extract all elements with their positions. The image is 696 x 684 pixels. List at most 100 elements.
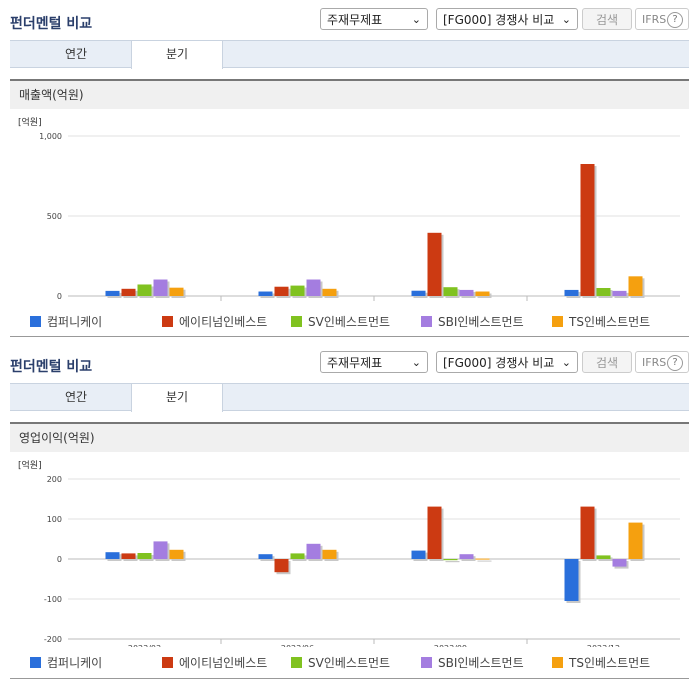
legend-item[interactable]: TS인베스트먼트 [552,313,650,330]
bar[interactable] [137,553,152,559]
peer-select[interactable]: [FG000] 경쟁사 비교 ⌄ [436,351,578,373]
bar[interactable] [258,291,273,296]
bar[interactable] [443,559,458,561]
y-tick-label: 100 [47,515,62,524]
statement-select[interactable]: 주재무제표 ⌄ [320,351,428,373]
section-title: 펀더멘털 비교 [10,359,93,375]
statement-select-value: 주재무제표 [327,13,383,27]
legend-item[interactable]: 에이티넘인베스트 [162,313,267,330]
legend-swatch [552,316,563,327]
tab-annual[interactable]: 연간 [64,390,88,404]
bar[interactable] [105,552,120,559]
bar[interactable] [580,164,595,296]
period-tabs: 연간 분기 [10,383,689,412]
bar[interactable] [564,559,579,601]
bar[interactable] [427,506,442,559]
tab-quarterly[interactable]: 분기 [131,384,223,412]
bar[interactable] [596,288,611,296]
bar[interactable] [258,554,273,559]
bar[interactable] [274,286,289,296]
bar[interactable] [612,559,627,567]
tab-annual[interactable]: 연간 [64,47,88,61]
ifrs-button[interactable]: IFRS ? [635,351,689,373]
bar[interactable] [443,287,458,296]
bar-shadow [445,561,460,563]
chart-title: 매출액(억원) [10,79,689,109]
tab-quarterly[interactable]: 분기 [131,41,223,69]
legend-item[interactable]: TS인베스트먼트 [552,654,650,671]
y-tick-label: -200 [44,635,62,644]
chart-title: 영업이익(억원) [10,422,689,452]
bar-shadow [477,560,492,562]
y-tick-label: 0 [57,292,62,301]
legend-item[interactable]: SBI인베스트먼트 [421,654,524,671]
bar[interactable] [427,232,442,296]
bar[interactable] [322,288,337,296]
bar[interactable] [475,291,490,296]
ifrs-button[interactable]: IFRS ? [635,8,689,30]
y-tick-label: 1,000 [39,132,62,141]
legend-label: 컴퍼니케이 [47,315,103,329]
legend-item[interactable]: 에이티넘인베스트 [162,654,267,671]
bar[interactable] [459,554,474,559]
fundamental-section-1: 펀더멘털 비교 주재무제표 ⌄ [FG000] 경쟁사 비교 ⌄ 검색 IFRS… [10,8,689,337]
bar[interactable] [169,549,184,559]
bar[interactable] [580,506,595,559]
chevron-down-icon: ⌄ [411,356,421,369]
peer-select-value: [FG000] 경쟁사 비교 [443,13,555,27]
bar[interactable] [306,279,321,296]
bar[interactable] [411,290,426,296]
bar[interactable] [411,550,426,559]
chevron-down-icon: ⌄ [411,13,421,26]
y-tick-label: 500 [47,212,62,221]
bar-shadow [598,557,613,561]
y-tick-label: -100 [44,595,62,604]
legend-label: 에이티넘인베스트 [179,656,268,670]
legend-label: SBI인베스트먼트 [438,315,524,329]
legend-item[interactable]: SV인베스트먼트 [291,313,390,330]
x-tick-label: 2023/09 [434,644,467,647]
bar[interactable] [564,289,579,296]
search-button[interactable]: 검색 [582,8,632,30]
bar[interactable] [459,289,474,296]
bar[interactable] [628,522,643,559]
revenue-chart: [억원] 0 500 1,000 2023/03 2023/06 2023/09 2023/… [18,116,680,302]
ifrs-label: IFRS [642,13,667,26]
chevron-down-icon: ⌄ [561,356,571,369]
legend-swatch [162,657,173,668]
statement-select[interactable]: 주재무제표 ⌄ [320,8,428,30]
bar[interactable] [169,287,184,296]
bar[interactable] [596,555,611,559]
bar[interactable] [290,285,305,296]
bar[interactable] [121,553,136,559]
divider [10,678,689,679]
help-icon[interactable]: ? [667,12,683,28]
bar[interactable] [121,288,136,296]
x-tick-label: 2023/09 [434,301,467,302]
legend-swatch [291,316,302,327]
legend-label: SV인베스트먼트 [308,315,391,329]
legend-item[interactable]: 컴퍼니케이 [30,313,102,330]
bar[interactable] [153,541,168,559]
bar[interactable] [105,290,120,296]
bar[interactable] [612,290,627,296]
legend-item[interactable]: SV인베스트먼트 [291,654,390,671]
bar[interactable] [137,284,152,296]
help-icon[interactable]: ? [667,355,683,371]
bar[interactable] [628,276,643,296]
period-tabs: 연간 분기 [10,40,689,69]
bar[interactable] [475,558,490,560]
bar[interactable] [153,279,168,296]
bar[interactable] [274,559,289,573]
bar[interactable] [290,553,305,559]
bar[interactable] [306,543,321,559]
search-button[interactable]: 검색 [582,351,632,373]
statement-select-value: 주재무제표 [327,356,383,370]
x-tick-label: 2023/03 [128,301,161,302]
divider [10,336,689,337]
legend-item[interactable]: 컴퍼니케이 [30,654,102,671]
chevron-down-icon: ⌄ [561,13,571,26]
peer-select[interactable]: [FG000] 경쟁사 비교 ⌄ [436,8,578,30]
legend-item[interactable]: SBI인베스트먼트 [421,313,524,330]
bar[interactable] [322,549,337,559]
